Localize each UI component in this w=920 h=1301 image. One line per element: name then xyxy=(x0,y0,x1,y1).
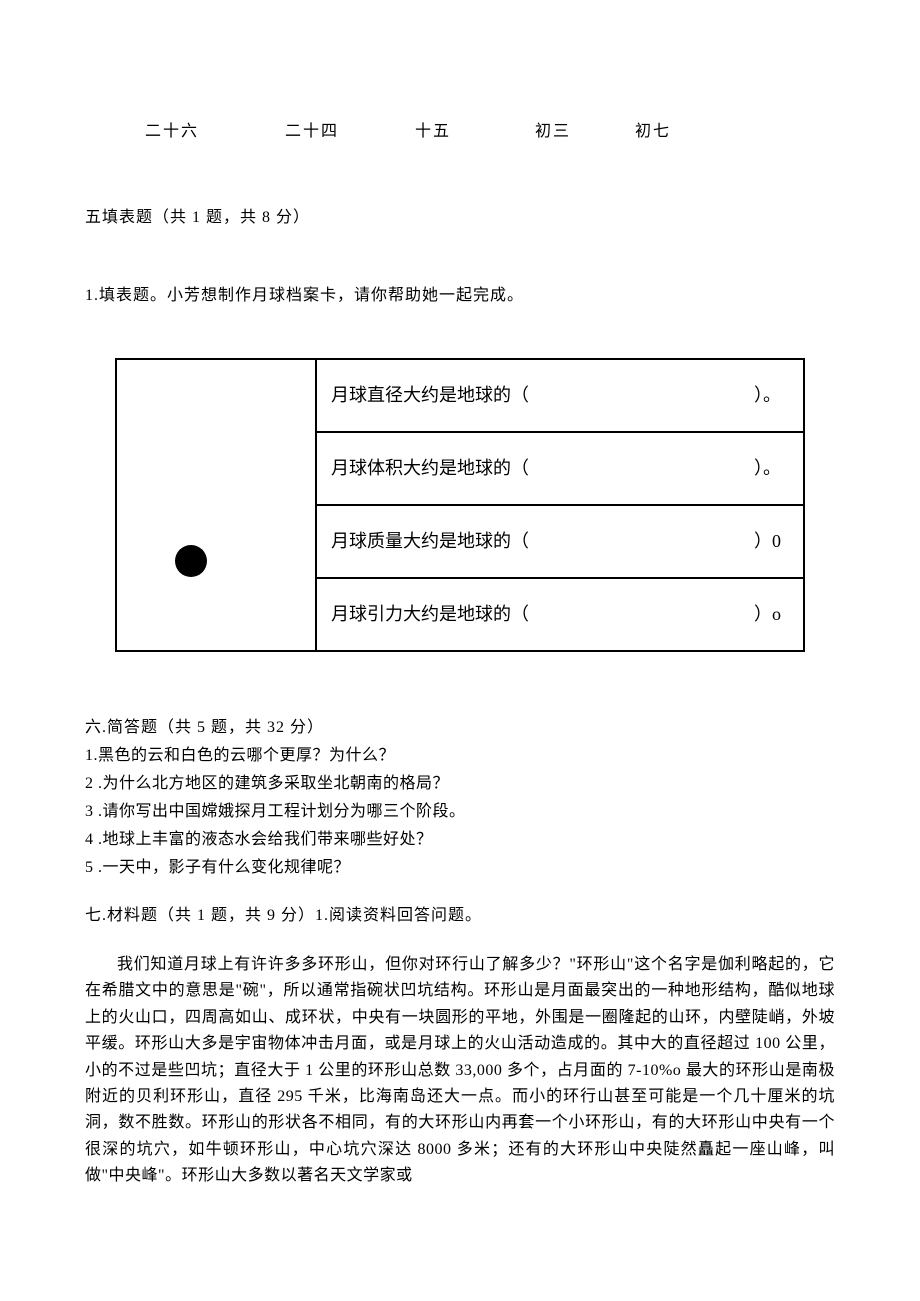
fill-tail: ）o xyxy=(754,601,789,628)
section6-header: 六.简答题（共 5 题，共 32 分） xyxy=(85,716,835,740)
moon-profile-table: 月球直径大约是地球的（ ）。 月球体积大约是地球的（ ）。 月球质量大约是地球的… xyxy=(115,358,805,652)
question-item: 5 .一天中，影子有什么变化规律呢？ xyxy=(85,856,835,880)
fill-label: 月球质量大约是地球的（ xyxy=(331,528,529,555)
fill-tail: ）。 xyxy=(754,455,789,482)
section5-question-intro: 1.填表题。小芳想制作月球档案卡，请你帮助她一起完成。 xyxy=(85,284,835,308)
table-row: 月球体积大约是地球的（ ）。 xyxy=(316,432,804,505)
moon-icon-cell xyxy=(116,359,316,651)
fill-label: 月球体积大约是地球的（ xyxy=(331,455,529,482)
question-item: 4 .地球上丰富的液态水会给我们带来哪些好处？ xyxy=(85,828,835,852)
question-item: 2 .为什么北方地区的建筑多采取坐北朝南的格局？ xyxy=(85,772,835,796)
lunar-date: 初三 xyxy=(535,120,635,144)
lunar-date: 二十四 xyxy=(285,120,415,144)
question-item: 3 .请你写出中国嫦娥探月工程计划分为哪三个阶段。 xyxy=(85,800,835,824)
lunar-date: 十五 xyxy=(415,120,535,144)
fill-label: 月球引力大约是地球的（ xyxy=(331,601,529,628)
table-row: 月球质量大约是地球的（ ）0 xyxy=(316,505,804,578)
table-row: 月球引力大约是地球的（ ）o xyxy=(316,578,804,651)
section6-questions: 1.黑色的云和白色的云哪个更厚？为什么？ 2 .为什么北方地区的建筑多采取坐北朝… xyxy=(85,744,835,880)
table-row: 月球直径大约是地球的（ ）。 xyxy=(316,359,804,432)
fill-tail: ）。 xyxy=(754,382,789,409)
moon-dot-icon xyxy=(175,545,207,577)
lunar-date: 初七 xyxy=(635,120,715,144)
question-item: 1.黑色的云和白色的云哪个更厚？为什么？ xyxy=(85,744,835,768)
fill-tail: ）0 xyxy=(754,528,789,555)
lunar-dates-row: 二十六 二十四 十五 初三 初七 xyxy=(85,120,835,144)
section7-passage: 我们知道月球上有许许多多环形山，但你对环行山了解多少？"环形山"这个名字是伽利略… xyxy=(85,952,835,1190)
fill-label: 月球直径大约是地球的（ xyxy=(331,382,529,409)
section7-header: 七.材料题（共 1 题，共 9 分）1.阅读资料回答问题。 xyxy=(85,904,835,928)
section5-header: 五填表题（共 1 题，共 8 分） xyxy=(85,206,835,230)
lunar-date: 二十六 xyxy=(145,120,285,144)
